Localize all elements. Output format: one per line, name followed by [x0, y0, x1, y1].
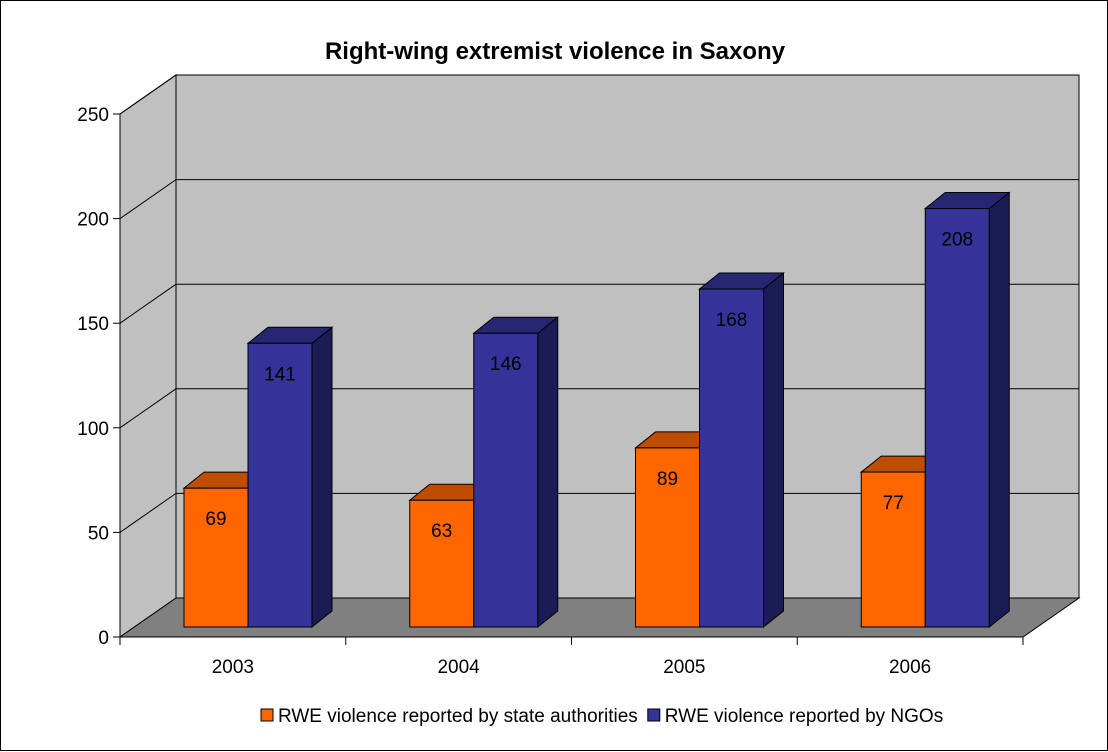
bar-2004-series2: 146	[472, 316, 560, 629]
legend-label: RWE violence reported by state authoriti…	[278, 706, 638, 727]
y-tick-label: 200	[77, 210, 109, 231]
legend-swatch	[260, 708, 274, 722]
x-tick-label: 2003	[212, 657, 254, 678]
bar-front	[409, 499, 475, 628]
bar-side	[763, 271, 784, 629]
x-tick-label: 2005	[663, 657, 705, 678]
y-tick-label: 250	[77, 105, 109, 126]
y-tick-label: 150	[77, 314, 109, 335]
bar-side	[311, 326, 333, 629]
side-wall	[119, 74, 177, 638]
y-tick-label: 50	[88, 523, 109, 544]
bar-front	[924, 208, 990, 628]
gridline-side	[119, 74, 177, 115]
gridline-side	[119, 388, 177, 429]
bar-front	[473, 332, 539, 628]
bar-front	[699, 288, 764, 628]
data-label: 63	[431, 521, 452, 542]
bar-2006-series2: 208	[923, 191, 1011, 629]
data-label: 77	[883, 493, 904, 514]
data-label: 141	[264, 364, 296, 385]
bar-2003-series2: 141	[246, 326, 334, 629]
y-tick-label: 0	[98, 628, 109, 649]
x-tick-label: 2004	[437, 657, 480, 678]
gridline-side	[119, 179, 177, 220]
bar-2005-series2: 168	[698, 271, 785, 629]
bar-front	[860, 471, 926, 628]
legend-label: RWE violence reported by NGOs	[665, 706, 943, 727]
legend: RWE violence reported by state authoriti…	[260, 706, 943, 727]
gridline-side	[119, 283, 177, 324]
data-label: 89	[657, 469, 678, 490]
bar-front	[247, 342, 313, 628]
bar-front	[183, 487, 249, 628]
y-tick-label: 100	[77, 419, 109, 440]
legend-swatch	[647, 708, 661, 722]
plot-area: 0 50 100 150 200 250 2003 2004 2005 2006 69 141 63 14…	[77, 74, 1081, 678]
bar-side	[537, 316, 559, 629]
chart-title: Right-wing extremist violence in Saxony	[325, 38, 786, 65]
gridline-side	[119, 492, 177, 533]
data-label: 69	[205, 509, 226, 530]
bar-front	[635, 447, 700, 628]
data-label: 208	[941, 230, 973, 251]
x-tick-label: 2006	[889, 657, 931, 678]
data-label: 146	[490, 354, 522, 375]
data-label: 168	[716, 310, 748, 331]
bar-side	[988, 191, 1010, 629]
